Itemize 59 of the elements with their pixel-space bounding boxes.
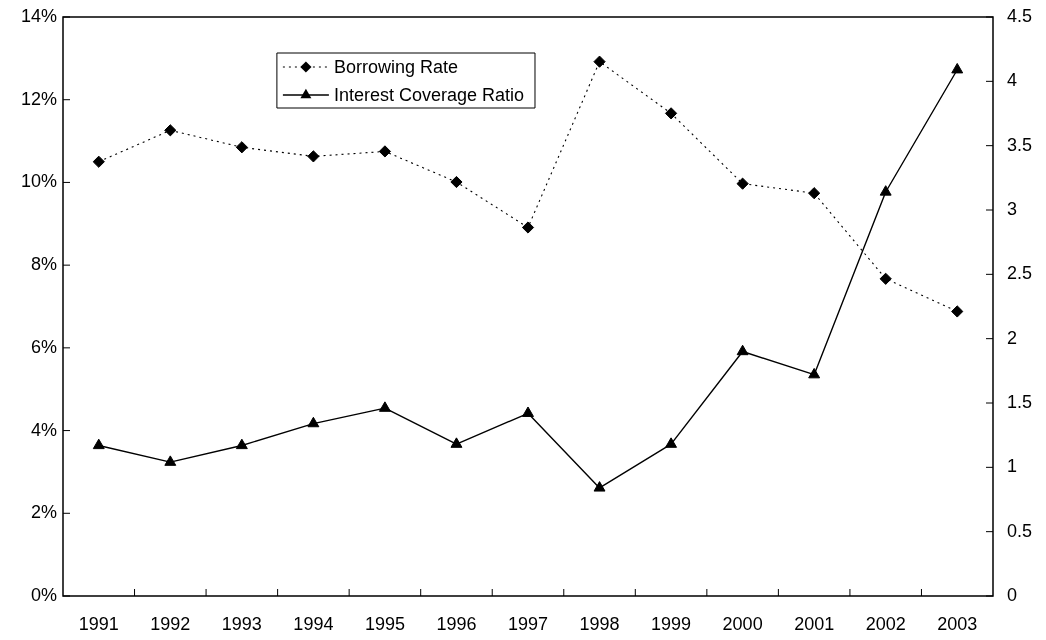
y-tick-label: 14%: [20, 5, 57, 26]
point: [92, 438, 105, 450]
point: [736, 344, 749, 356]
y-tick-label: 10%: [20, 171, 57, 192]
point: [951, 305, 964, 318]
y2-tick-label: 4: [1007, 70, 1018, 91]
point: [92, 155, 105, 168]
y-tick-label: 8%: [30, 254, 57, 275]
point: [593, 481, 606, 492]
x-tick-label: 1999: [651, 613, 692, 634]
point: [235, 141, 248, 154]
x-tick-label: 2001: [794, 613, 835, 634]
x-tick-label: 1994: [293, 613, 334, 634]
x-tick-label: 1993: [221, 613, 262, 634]
x-tick-label: 1996: [436, 613, 477, 634]
point: [450, 437, 463, 448]
point: [665, 437, 678, 448]
y2-tick-label: 2: [1007, 327, 1018, 348]
legend-label: Interest Coverage Ratio: [333, 84, 525, 105]
x-tick-label: 1992: [150, 613, 191, 634]
y2-tick-label: 0.5: [1007, 520, 1033, 541]
point: [879, 185, 892, 196]
point: [808, 187, 821, 200]
x-tick-label: 2003: [937, 613, 978, 634]
point: [378, 401, 391, 412]
x-tick-label: 1998: [579, 613, 620, 634]
point: [164, 455, 177, 466]
y2-tick-label: 0: [1007, 584, 1018, 605]
y-tick-label: 2%: [30, 502, 57, 523]
y2-tick-label: 4.5: [1007, 5, 1033, 26]
y-tick-label: 0%: [30, 584, 57, 605]
point: [235, 438, 248, 450]
x-tick-label: 1991: [78, 613, 119, 634]
x-tick-label: 2002: [865, 613, 906, 634]
y2-tick-label: 1: [1007, 456, 1018, 477]
legend-label: Borrowing Rate: [333, 56, 458, 77]
point: [736, 177, 749, 190]
point: [450, 175, 463, 189]
point: [307, 416, 320, 428]
x-tick-label: 1995: [364, 613, 405, 634]
x-tick-label: 1997: [507, 613, 549, 634]
point: [951, 62, 964, 74]
y-tick-label: 6%: [30, 336, 57, 357]
point: [378, 145, 392, 158]
point: [593, 55, 606, 68]
point: [664, 107, 678, 120]
y-tick-label: 4%: [30, 419, 57, 440]
point: [522, 406, 534, 417]
x-tick-label: 2000: [722, 613, 763, 634]
point: [164, 124, 177, 137]
point: [521, 221, 535, 234]
point: [307, 150, 320, 163]
y2-tick-label: 3: [1007, 198, 1018, 219]
y2-tick-label: 1.5: [1007, 391, 1033, 412]
y2-tick-label: 2.5: [1007, 263, 1033, 284]
point: [808, 367, 821, 379]
point: [879, 272, 892, 285]
y2-tick-label: 3.5: [1007, 134, 1033, 155]
y-tick-label: 12%: [20, 88, 57, 109]
